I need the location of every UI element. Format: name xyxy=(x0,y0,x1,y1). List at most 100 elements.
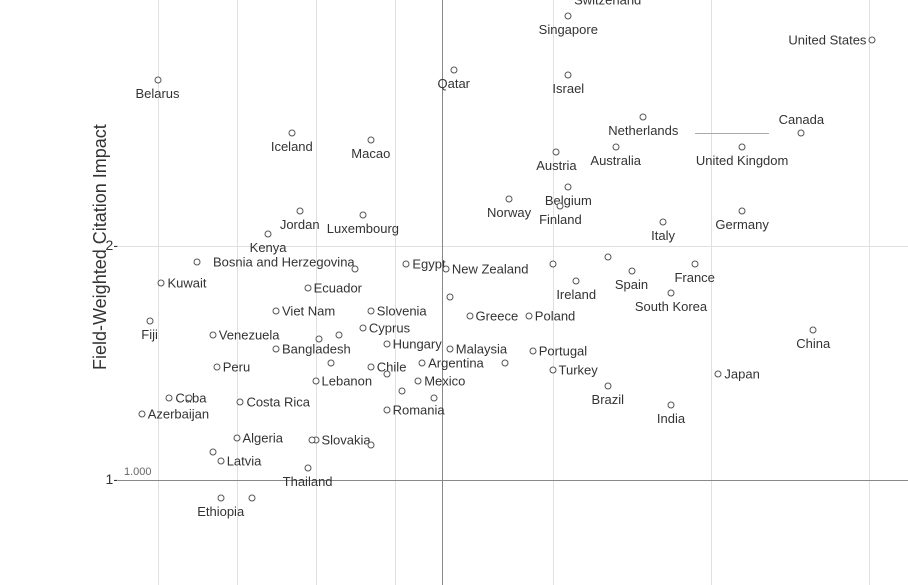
point-label: New Zealand xyxy=(452,262,529,277)
scatter-point xyxy=(328,359,335,366)
scatter-point xyxy=(273,345,280,352)
scatter-point xyxy=(158,280,165,287)
scatter-point xyxy=(506,195,513,202)
scatter-point xyxy=(810,326,817,333)
scatter-point xyxy=(296,207,303,214)
point-label: Viet Nam xyxy=(282,304,335,319)
scatter-point xyxy=(312,378,319,385)
point-label: Germany xyxy=(715,217,768,232)
point-label: United Kingdom xyxy=(696,153,789,168)
point-label: Bangladesh xyxy=(282,341,351,356)
scatter-point xyxy=(352,266,359,273)
scatter-point xyxy=(739,207,746,214)
reference-value-label: 1.000 xyxy=(124,466,152,478)
point-label: Italy xyxy=(651,228,675,243)
point-label: Norway xyxy=(487,205,531,220)
scatter-point xyxy=(265,231,272,238)
point-label: Finland xyxy=(539,212,582,227)
gridline-vertical xyxy=(237,0,238,585)
point-label: Brazil xyxy=(592,392,625,407)
scatter-point xyxy=(529,348,536,355)
scatter-point xyxy=(367,364,374,371)
point-label: Argentina xyxy=(428,355,484,370)
point-label: Lebanon xyxy=(322,374,373,389)
scatter-point xyxy=(604,383,611,390)
point-label: Iceland xyxy=(271,139,313,154)
point-label: Belarus xyxy=(135,86,179,101)
scatter-point xyxy=(304,284,311,291)
scatter-point xyxy=(209,331,216,338)
gridline-vertical xyxy=(711,0,712,585)
point-label: Ecuador xyxy=(314,280,362,295)
scatter-point xyxy=(691,261,698,268)
point-label: Macao xyxy=(351,146,390,161)
scatter-point xyxy=(565,184,572,191)
point-label: Portugal xyxy=(539,344,587,359)
scatter-point xyxy=(668,289,675,296)
point-label: Jordan xyxy=(280,217,320,232)
scatter-point xyxy=(525,312,532,319)
point-label: India xyxy=(657,411,685,426)
scatter-point xyxy=(308,436,315,443)
scatter-point xyxy=(628,268,635,275)
scatter-point xyxy=(715,371,722,378)
scatter-point xyxy=(431,394,438,401)
point-label: France xyxy=(674,270,714,285)
scatter-point xyxy=(273,308,280,315)
point-label: Chile xyxy=(377,360,407,375)
scatter-point xyxy=(553,149,560,156)
point-label: Venezuela xyxy=(219,327,280,342)
point-label: Qatar xyxy=(437,76,470,91)
point-label: Malaysia xyxy=(456,341,507,356)
point-label: Turkey xyxy=(559,362,598,377)
point-label: Latvia xyxy=(227,453,262,468)
scatter-point xyxy=(419,359,426,366)
point-label: Slovenia xyxy=(377,304,427,319)
scatter-point xyxy=(288,130,295,137)
scatter-point xyxy=(383,406,390,413)
point-label: Algeria xyxy=(243,430,283,445)
scatter-point xyxy=(186,394,193,401)
scatter-point xyxy=(502,359,509,366)
point-label: Canada xyxy=(779,112,825,127)
scatter-point xyxy=(383,340,390,347)
scatter-point xyxy=(557,202,564,209)
scatter-point xyxy=(213,364,220,371)
scatter-point xyxy=(166,394,173,401)
scatter-point xyxy=(549,366,556,373)
scatter-point xyxy=(359,324,366,331)
scatter-point xyxy=(403,261,410,268)
scatter-point xyxy=(565,13,572,20)
scatter-point xyxy=(565,71,572,78)
point-label: Cyprus xyxy=(369,320,410,335)
plot-area: United StatesSwitzerlandSingaporeQatarIs… xyxy=(118,0,908,585)
scatter-point xyxy=(367,137,374,144)
scatter-point xyxy=(640,114,647,121)
y-tick-label: 1- xyxy=(94,471,118,487)
scatter-point xyxy=(194,259,201,266)
point-label: Costa Rica xyxy=(246,395,310,410)
gridline-vertical xyxy=(395,0,396,585)
scatter-point xyxy=(446,294,453,301)
point-label: Austria xyxy=(536,158,576,173)
point-label: Mexico xyxy=(424,374,465,389)
scatter-point xyxy=(217,495,224,502)
point-label: Poland xyxy=(535,308,575,323)
scatter-point xyxy=(359,212,366,219)
scatter-point xyxy=(383,371,390,378)
scatter-point xyxy=(237,399,244,406)
scatter-point xyxy=(604,254,611,261)
scatter-point xyxy=(442,266,449,273)
point-label: Fiji xyxy=(141,327,158,342)
scatter-point xyxy=(660,219,667,226)
point-label: Hungary xyxy=(393,336,442,351)
scatter-point xyxy=(249,495,256,502)
point-label: Greece xyxy=(476,308,519,323)
scatter-point xyxy=(154,76,161,83)
fwci-scatter-chart: Field-Weighted Citation Impact United St… xyxy=(0,0,908,585)
point-label: Netherlands xyxy=(608,123,678,138)
label-connector xyxy=(695,133,770,134)
scatter-point xyxy=(138,411,145,418)
point-label: Romania xyxy=(393,402,445,417)
scatter-point xyxy=(217,457,224,464)
